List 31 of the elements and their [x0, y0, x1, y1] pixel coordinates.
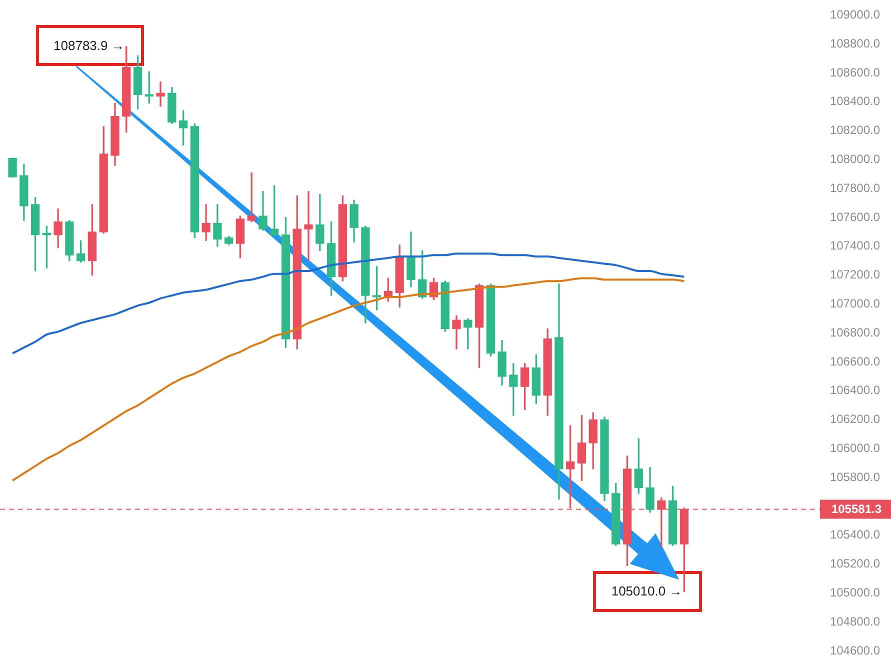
annotation: 105010.0 → — [611, 583, 682, 598]
y-tick-label: 105200.0 — [830, 556, 880, 571]
y-tick-label: 107800.0 — [830, 180, 880, 195]
y-tick-label: 108200.0 — [830, 123, 880, 138]
y-tick-label: 108600.0 — [830, 65, 880, 80]
y-tick-label: 105800.0 — [830, 470, 880, 484]
y-tick-label: 108000.0 — [830, 152, 880, 166]
y-tick-label: 107400.0 — [830, 238, 880, 253]
y-tick-label: 106800.0 — [830, 325, 880, 340]
candlestick — [202, 204, 210, 241]
y-tick-label: 106000.0 — [830, 441, 880, 456]
y-tick-label: 107200.0 — [830, 268, 880, 282]
y-tick-label: 104600.0 — [830, 643, 880, 658]
y-tick-label: 106400.0 — [830, 383, 880, 398]
line-series — [12, 277, 686, 482]
candlestick — [156, 81, 165, 107]
annotation: 108783.9 → — [54, 38, 124, 54]
y-tick-label: 104800.0 — [830, 614, 880, 628]
candlestick — [304, 191, 313, 262]
y-tick-label: 106600.0 — [830, 354, 880, 368]
y-tick-label: 106200.0 — [830, 412, 880, 426]
y-tick-label: 105000.0 — [830, 586, 880, 600]
y-tick-label: 108800.0 — [830, 36, 880, 50]
y-tick-label: 107600.0 — [830, 210, 880, 224]
y-tick-label: 108400.0 — [830, 94, 880, 108]
line-series — [12, 252, 686, 354]
y-tick-label: 105400.0 — [830, 528, 880, 542]
y-tick-label: 107000.0 — [830, 296, 880, 311]
y-tick-label: 109000.0 — [830, 8, 880, 22]
candlestick — [509, 363, 518, 416]
ref-line-label: 105581.3 — [831, 502, 882, 516]
